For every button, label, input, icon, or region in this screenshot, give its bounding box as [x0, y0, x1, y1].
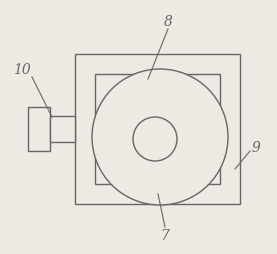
Circle shape [92, 70, 228, 205]
Bar [75, 55, 240, 204]
Text: 10: 10 [13, 63, 31, 77]
Circle shape [133, 118, 177, 161]
Text: 9: 9 [252, 140, 260, 154]
Text: 7: 7 [161, 228, 170, 242]
Text: 8: 8 [163, 15, 173, 29]
Bar [50, 117, 75, 142]
Bar [95, 75, 220, 184]
Bar [28, 108, 50, 151]
